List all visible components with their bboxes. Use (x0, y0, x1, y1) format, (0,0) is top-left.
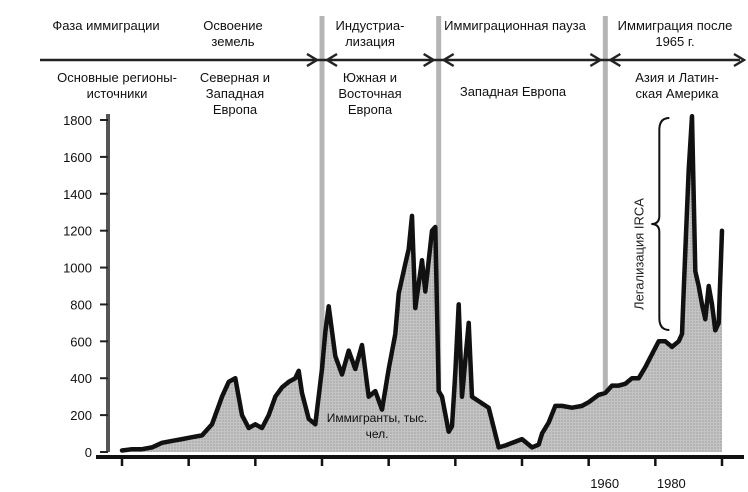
y-tick-label-600: 600 (70, 334, 92, 349)
y-tick-label-800: 800 (70, 297, 92, 312)
x-tick-label-1960: 1960 (590, 476, 619, 491)
phase-arrow-head-left-3 (608, 52, 621, 68)
phase-3-sources-text: Западная Европа (459, 84, 567, 99)
immigrants-line (119, 114, 725, 453)
y-tick-label-1200: 1200 (63, 224, 92, 239)
phase-2-sources-text: Южная и Восточная Европа (338, 70, 402, 117)
y-tick-label-400: 400 (70, 371, 92, 386)
plot-area (119, 114, 725, 453)
source-row-label: Основные регионы-источники (52, 70, 182, 102)
phase-row-label-text: Фаза иммиграции (52, 18, 160, 33)
phase-2-sources: Южная и Восточная Европа (324, 70, 416, 118)
phase-arrow-head-right-4 (733, 52, 747, 68)
phase-arrow-head-right-2 (423, 52, 436, 68)
phase-boundary-3 (602, 16, 608, 452)
series-label: Иммигранты, тыс. чел. (322, 410, 432, 442)
y-axis: 0 200 400 600 800 1000 1200 1400 1600 1800 (63, 113, 110, 460)
phase-1-name-text: Освоение земель (203, 18, 263, 49)
phase-arrow-head-right-1 (306, 52, 320, 68)
phase-4-sources: Азия и Латин-ская Америка (622, 70, 732, 102)
y-tick-label-1800: 1800 (63, 113, 92, 128)
y-tick-label-1400: 1400 (63, 187, 92, 202)
phase-2-name: Индустриа-лизация (318, 18, 422, 50)
phase-boundary-2 (436, 16, 442, 452)
x-tick-label-1980: 1980 (657, 476, 686, 491)
phase-arrow-head-right-3 (589, 52, 603, 68)
phase-2-name-text: Индустриа-лизация (335, 18, 405, 49)
annotations: Легализация IRCA (631, 117, 670, 331)
phase-4-sources-text: Азия и Латин-ская Америка (635, 70, 719, 101)
source-row-label-text: Основные регионы-источники (57, 70, 177, 101)
phase-4-name: Иммиграция после 1965 г. (616, 18, 734, 50)
phase-4-name-text: Иммиграция после 1965 г. (617, 18, 733, 49)
y-tick-label-200: 200 (70, 408, 92, 423)
phase-arrow-head-left-1 (324, 52, 338, 68)
phase-arrow-head-left-2 (441, 52, 455, 68)
immigrants-area (122, 116, 722, 453)
y-tick-label-1600: 1600 (63, 150, 92, 165)
phase-1-sources: Северная и Западная Европа (190, 70, 280, 118)
phase-3-name-text: Иммиграционная пауза (444, 18, 586, 33)
series-label-text: Иммигранты, тыс. чел. (326, 411, 428, 441)
phase-1-sources-text: Северная и Западная Европа (199, 70, 271, 117)
phase-boundaries (319, 16, 608, 452)
y-tick-label-1000: 1000 (63, 261, 92, 276)
phase-arrows (40, 52, 747, 68)
irca-brace (651, 117, 670, 331)
phase-3-sources: Западная Европа (448, 84, 578, 100)
y-tick-label-0: 0 (85, 445, 92, 460)
phase-3-name: Иммиграционная пауза (440, 18, 590, 34)
x-axis: 1960 1980 (96, 455, 744, 491)
phase-1-name: Освоение земель (188, 18, 278, 50)
irca-label: Легализация IRCA (631, 198, 646, 310)
phase-row-label: Фаза иммиграции (46, 18, 166, 34)
phase-boundary-1 (319, 16, 325, 452)
